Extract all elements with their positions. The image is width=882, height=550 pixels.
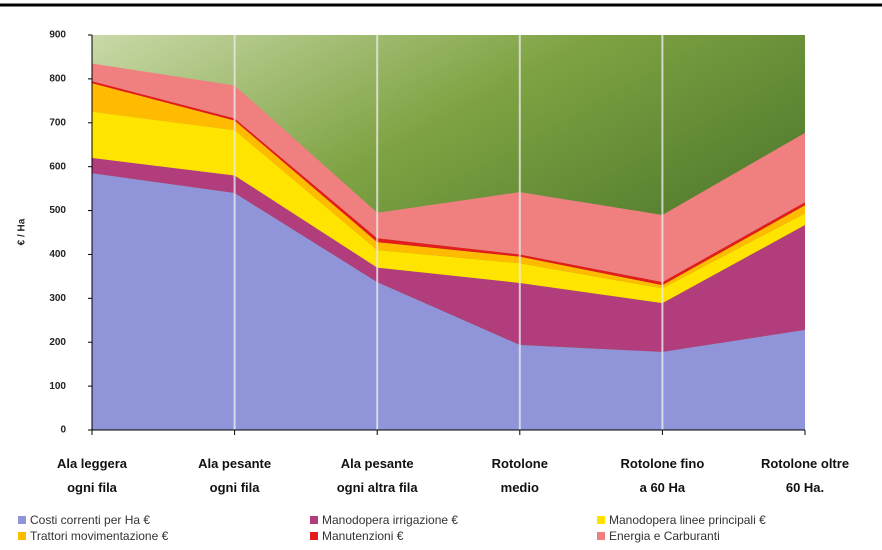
area <box>92 83 805 289</box>
x-tick-label: Ala leggera ogni fila <box>56 456 128 495</box>
legend-swatch <box>18 532 26 540</box>
x-tick-label: Rotolone oltre 60 Ha. <box>760 456 850 495</box>
legend-swatch <box>310 532 318 540</box>
legend-entry: Energia e Carburanti <box>597 529 720 543</box>
legend-entry: Trattori movimentazione € <box>18 529 168 543</box>
y-tick-label: 600 <box>49 161 66 172</box>
legend-entry: Costi correnti per Ha € <box>18 513 150 527</box>
legend-swatch <box>597 516 605 524</box>
legend-swatch <box>310 516 318 524</box>
legend-swatch <box>18 516 26 524</box>
x-tick-label: Ala pesante ogni altra fila <box>336 456 418 495</box>
area <box>92 111 805 304</box>
y-tick-label: 400 <box>49 249 66 260</box>
y-tick-label: 300 <box>49 293 66 304</box>
legend-label: Manutenzioni € <box>322 529 404 543</box>
y-tick-label: 800 <box>49 74 66 85</box>
y-tick-label: 200 <box>49 337 66 348</box>
area <box>92 81 805 286</box>
y-tick-label: 100 <box>49 381 66 392</box>
area <box>92 63 805 283</box>
x-tick-label: Rotolone medio <box>491 456 548 495</box>
y-tick-label: 900 <box>49 30 66 41</box>
area <box>92 157 805 352</box>
legend-label: Energia e Carburanti <box>609 529 720 543</box>
legend-entry: Manutenzioni € <box>310 529 403 543</box>
x-tick-label: Rotolone fino a 60 Ha <box>620 456 705 495</box>
x-tick-label: Ala pesante ogni fila <box>198 456 272 495</box>
legend-label: Trattori movimentazione € <box>30 529 169 543</box>
y-tick-label: 0 <box>60 425 66 436</box>
y-tick-label: 500 <box>49 205 66 216</box>
legend-label: Manodopera irrigazione € <box>322 513 459 527</box>
legend-label: Costi correnti per Ha € <box>30 513 151 527</box>
area <box>92 173 805 430</box>
legend-entry: Manodopera irrigazione € <box>310 513 458 527</box>
y-tick-label: 700 <box>49 117 66 128</box>
y-axis-title: € / Ha <box>17 218 28 245</box>
legend-label: Manodopera linee principali € <box>609 513 766 527</box>
legend-swatch <box>597 532 605 540</box>
legend-entry: Manodopera linee principali € <box>597 513 766 527</box>
